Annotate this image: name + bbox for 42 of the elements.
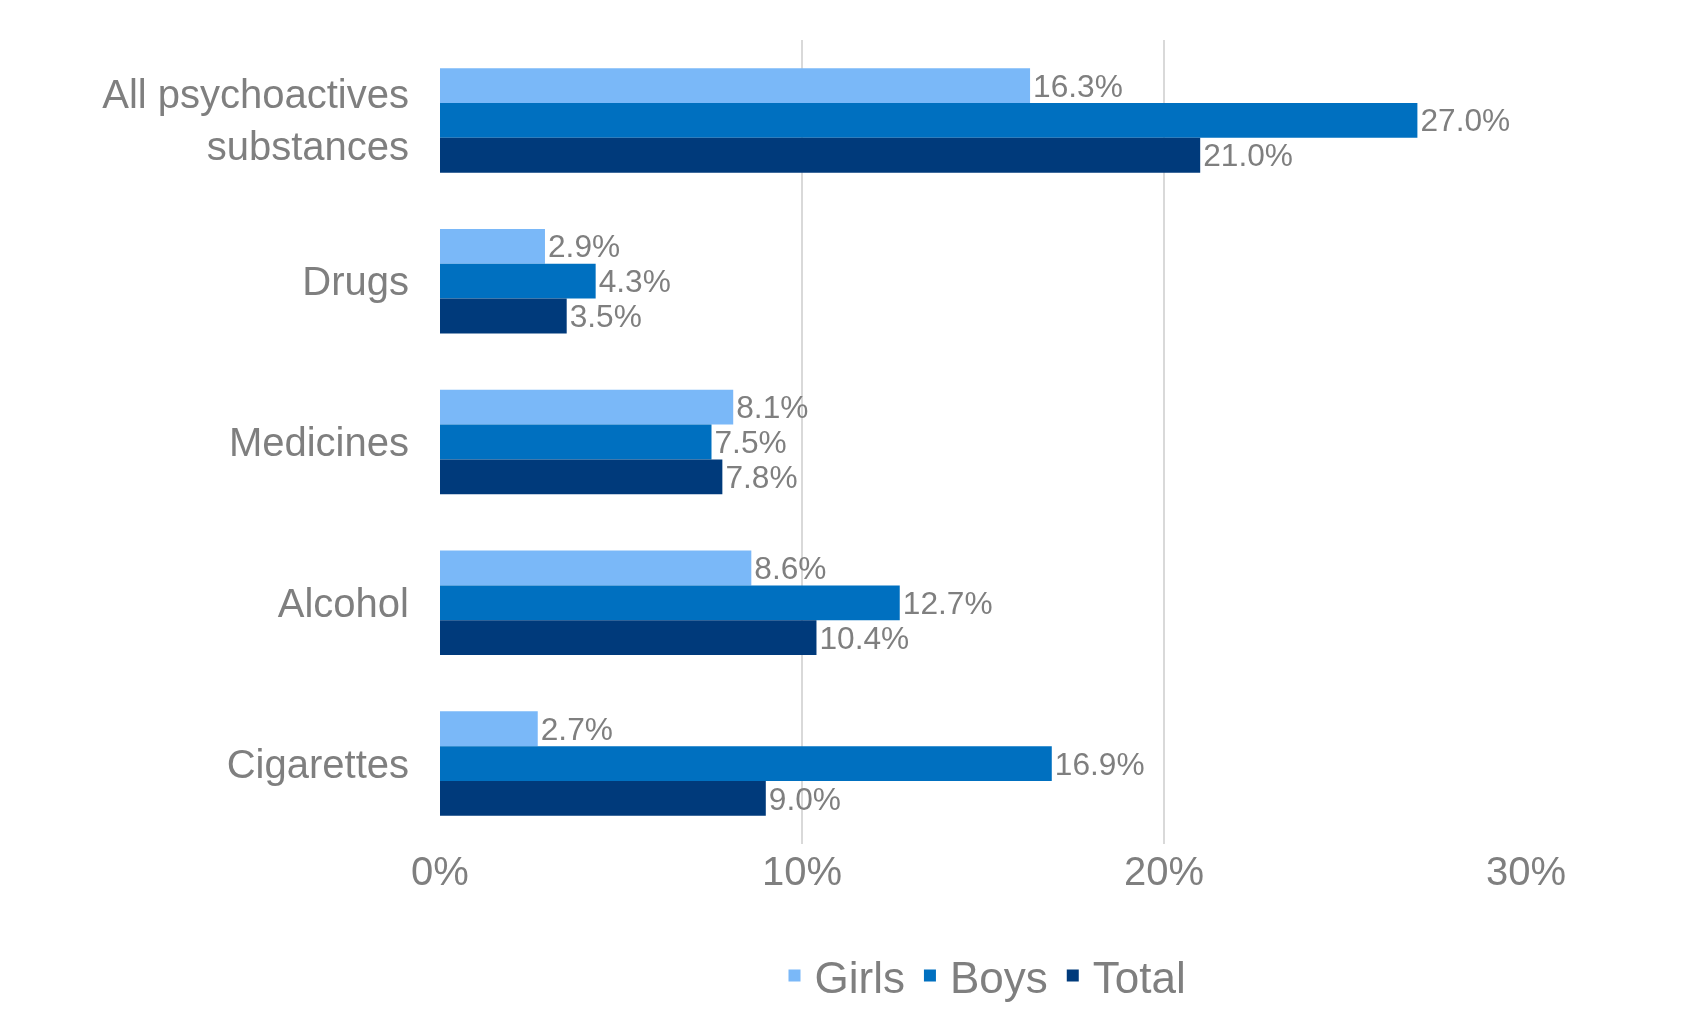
x-tick-label: 10% [761,849,843,893]
y-tick-label: Drugs [302,259,409,304]
data-label: 27.0% [1420,102,1511,139]
data-label: 16.3% [1033,67,1123,104]
data-label: 10.4% [819,619,910,656]
y-tick-label: Medicines [228,420,409,464]
y-tick-label: Cigarettes [226,741,409,786]
bar [440,459,723,495]
bar [440,620,817,656]
data-label: 3.5% [569,298,642,335]
data-label: 9.0% [768,780,841,817]
bar [440,263,596,299]
data-label: 21.0% [1203,137,1293,174]
data-label: 2.7% [540,710,613,747]
x-tick-label: 20% [1123,849,1205,893]
y-tick-label: Alcohol [277,580,409,625]
data-label: 12.7% [902,584,993,621]
bar [440,68,1031,103]
bar [440,102,1418,138]
data-label: 7.5% [714,424,787,461]
data-label: 16.9% [1054,745,1145,782]
data-label: 4.3% [598,263,671,300]
bar [440,550,752,586]
bar [440,389,734,425]
data-label: 2.9% [548,228,621,265]
data-label: 8.6% [754,550,827,587]
y-tick-label: All psychoactives substances [102,72,409,169]
bar [440,781,766,816]
legend-label: Total [1092,952,1186,1002]
data-label: 7.8% [725,458,798,495]
data-label: 8.1% [736,389,809,426]
bar [440,137,1201,173]
bar [440,585,900,621]
bar [440,424,712,460]
bar [440,746,1052,782]
legend-label: Girls [814,952,905,1002]
x-tick-label: 30% [1485,849,1567,893]
bar [440,228,545,264]
bar [440,298,567,334]
bar [440,711,538,747]
x-tick-label: 0% [411,849,469,893]
legend-label: Boys [949,952,1048,1002]
